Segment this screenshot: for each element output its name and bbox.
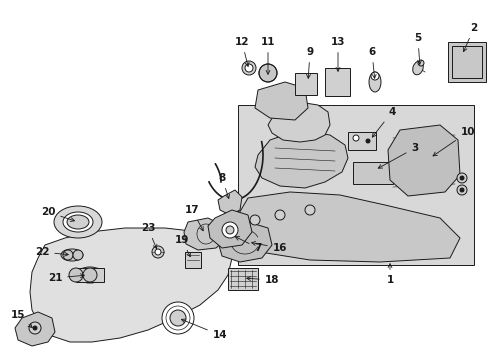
Polygon shape xyxy=(254,132,347,188)
Text: 8: 8 xyxy=(218,173,229,198)
Circle shape xyxy=(69,268,83,282)
Circle shape xyxy=(225,226,234,234)
Circle shape xyxy=(33,326,37,330)
Circle shape xyxy=(244,64,252,72)
Text: 20: 20 xyxy=(41,207,74,221)
Circle shape xyxy=(456,173,466,183)
Circle shape xyxy=(162,302,194,334)
Circle shape xyxy=(249,215,260,225)
Ellipse shape xyxy=(54,206,102,238)
Circle shape xyxy=(365,139,369,143)
Text: 18: 18 xyxy=(246,275,279,285)
Text: 22: 22 xyxy=(35,247,68,257)
Text: 5: 5 xyxy=(413,33,421,64)
Polygon shape xyxy=(238,105,473,265)
Polygon shape xyxy=(218,222,271,262)
Circle shape xyxy=(222,222,238,238)
Ellipse shape xyxy=(368,72,380,92)
Text: 2: 2 xyxy=(462,23,477,51)
Bar xyxy=(451,46,481,78)
Circle shape xyxy=(242,61,256,75)
Bar xyxy=(184,252,201,268)
Bar xyxy=(347,132,375,150)
Polygon shape xyxy=(207,210,251,248)
Bar xyxy=(294,73,316,95)
Text: 9: 9 xyxy=(306,47,313,78)
Text: 16: 16 xyxy=(251,242,286,253)
Text: 6: 6 xyxy=(367,47,375,78)
Text: 10: 10 xyxy=(432,127,474,156)
Polygon shape xyxy=(218,190,242,215)
Polygon shape xyxy=(238,192,459,262)
Circle shape xyxy=(459,188,463,192)
Circle shape xyxy=(459,176,463,180)
Text: 7: 7 xyxy=(235,237,261,253)
Polygon shape xyxy=(183,218,224,250)
Polygon shape xyxy=(15,312,55,346)
Ellipse shape xyxy=(63,212,93,232)
Ellipse shape xyxy=(67,215,89,229)
Text: 13: 13 xyxy=(330,37,345,71)
Text: 1: 1 xyxy=(386,264,393,285)
Ellipse shape xyxy=(61,249,83,261)
Polygon shape xyxy=(267,103,329,142)
Text: 14: 14 xyxy=(181,319,227,340)
Circle shape xyxy=(73,250,83,260)
Bar xyxy=(352,162,392,184)
Circle shape xyxy=(29,322,41,334)
Text: 12: 12 xyxy=(234,37,249,66)
Text: 11: 11 xyxy=(260,37,275,74)
Circle shape xyxy=(456,185,466,195)
Circle shape xyxy=(63,250,73,260)
Circle shape xyxy=(274,210,285,220)
Circle shape xyxy=(155,249,161,255)
Polygon shape xyxy=(30,228,231,342)
Circle shape xyxy=(370,72,378,80)
Bar xyxy=(76,268,104,282)
Circle shape xyxy=(305,205,314,215)
Text: 17: 17 xyxy=(184,205,203,231)
Bar xyxy=(227,268,258,290)
Text: 15: 15 xyxy=(11,310,32,328)
Text: 21: 21 xyxy=(48,273,84,283)
Text: 23: 23 xyxy=(141,223,157,248)
Text: 4: 4 xyxy=(371,107,395,137)
Bar xyxy=(325,68,349,96)
Bar xyxy=(447,42,485,82)
Circle shape xyxy=(352,135,358,141)
Polygon shape xyxy=(387,125,459,196)
Ellipse shape xyxy=(412,61,423,75)
Circle shape xyxy=(417,60,423,66)
Text: 3: 3 xyxy=(378,143,418,168)
Polygon shape xyxy=(254,82,307,120)
Circle shape xyxy=(152,246,163,258)
Circle shape xyxy=(83,268,97,282)
Circle shape xyxy=(259,64,276,82)
Text: 19: 19 xyxy=(174,235,190,257)
Circle shape xyxy=(170,310,185,326)
Ellipse shape xyxy=(76,267,104,283)
